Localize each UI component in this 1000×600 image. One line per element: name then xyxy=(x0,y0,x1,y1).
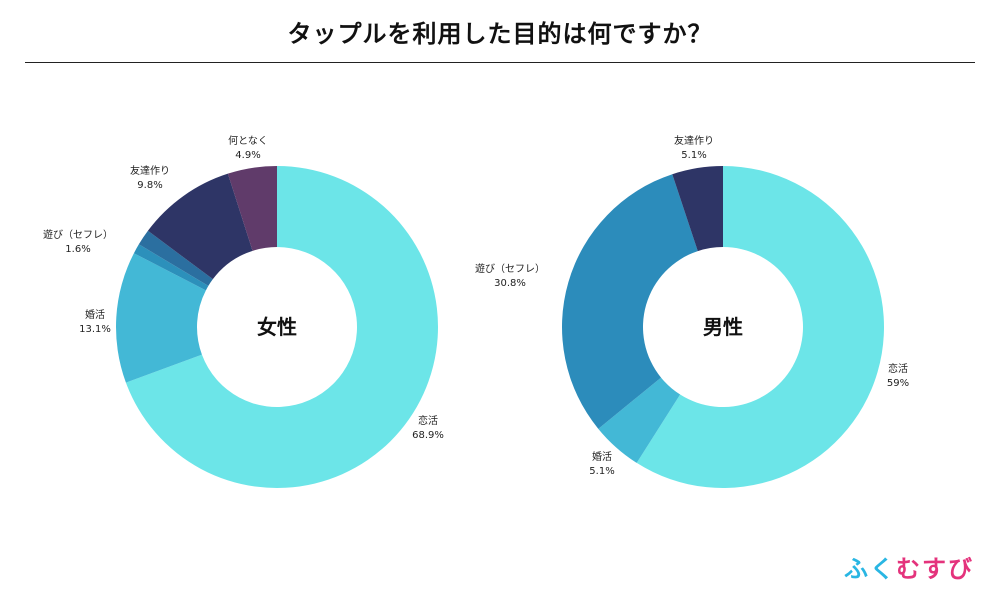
slice-value-label: 9.8% xyxy=(137,180,162,191)
donut-slice-婚活 xyxy=(115,253,206,383)
slice-label: 何となく xyxy=(228,134,268,147)
slice-label: 婚活 xyxy=(85,308,105,321)
slice-label: 友達作り xyxy=(130,164,170,177)
slice-label: 遊び（セフレ） xyxy=(43,228,113,241)
logo-char: く xyxy=(870,555,896,583)
slice-label: 友達作り xyxy=(674,134,714,147)
donut-slice-婚活 xyxy=(598,377,681,463)
slice-label: 恋活 xyxy=(888,362,908,375)
donut-slice-友達作り xyxy=(147,173,253,280)
slice-value-label: 13.1% xyxy=(79,324,111,335)
donut-center-label: 女性 xyxy=(257,315,297,339)
donut-chart-male: 恋活 59% 婚活 5.1% 遊び（セフレ） 30.8% 友達作り 5.1% 男性 xyxy=(475,134,909,488)
slice-label: 遊び（セフレ） xyxy=(475,262,545,275)
donut-slice xyxy=(133,244,209,291)
logo-char: ふ xyxy=(844,555,870,583)
donut-slice-友達作り xyxy=(672,166,723,252)
logo-char: す xyxy=(922,555,948,583)
logo-char: び xyxy=(948,555,974,583)
slice-value-label: 68.9% xyxy=(412,430,444,441)
title-divider xyxy=(25,62,975,63)
donut-center-label: 男性 xyxy=(703,315,743,339)
donut-slice-遊び（セフレ） xyxy=(138,230,213,286)
donut-slice-恋活 xyxy=(125,166,439,489)
slice-value-label: 59% xyxy=(887,378,909,389)
slice-value-label: 5.1% xyxy=(681,150,706,161)
slice-value-label: 1.6% xyxy=(65,244,90,255)
donut-chart-female: 恋活 68.9% 婚活 13.1% 遊び（セフレ） 1.6% 友達作り 9.8% 何となく 4.9… xyxy=(43,134,444,489)
slice-label: 恋活 xyxy=(418,414,438,427)
logo-char: む xyxy=(896,555,922,583)
donut-slice-遊び（セフレ） xyxy=(562,174,698,429)
donut-slice-恋活 xyxy=(636,166,884,488)
brand-logo[interactable]: ふくむすび xyxy=(844,549,974,584)
slice-value-label: 30.8% xyxy=(494,278,526,289)
slice-value-label: 4.9% xyxy=(235,150,260,161)
slice-label: 婚活 xyxy=(592,450,612,463)
chart-title: タップルを利用した目的は何ですか？ xyxy=(287,20,713,48)
slice-value-label: 5.1% xyxy=(589,466,614,477)
donut-slice-何となく xyxy=(227,166,277,251)
